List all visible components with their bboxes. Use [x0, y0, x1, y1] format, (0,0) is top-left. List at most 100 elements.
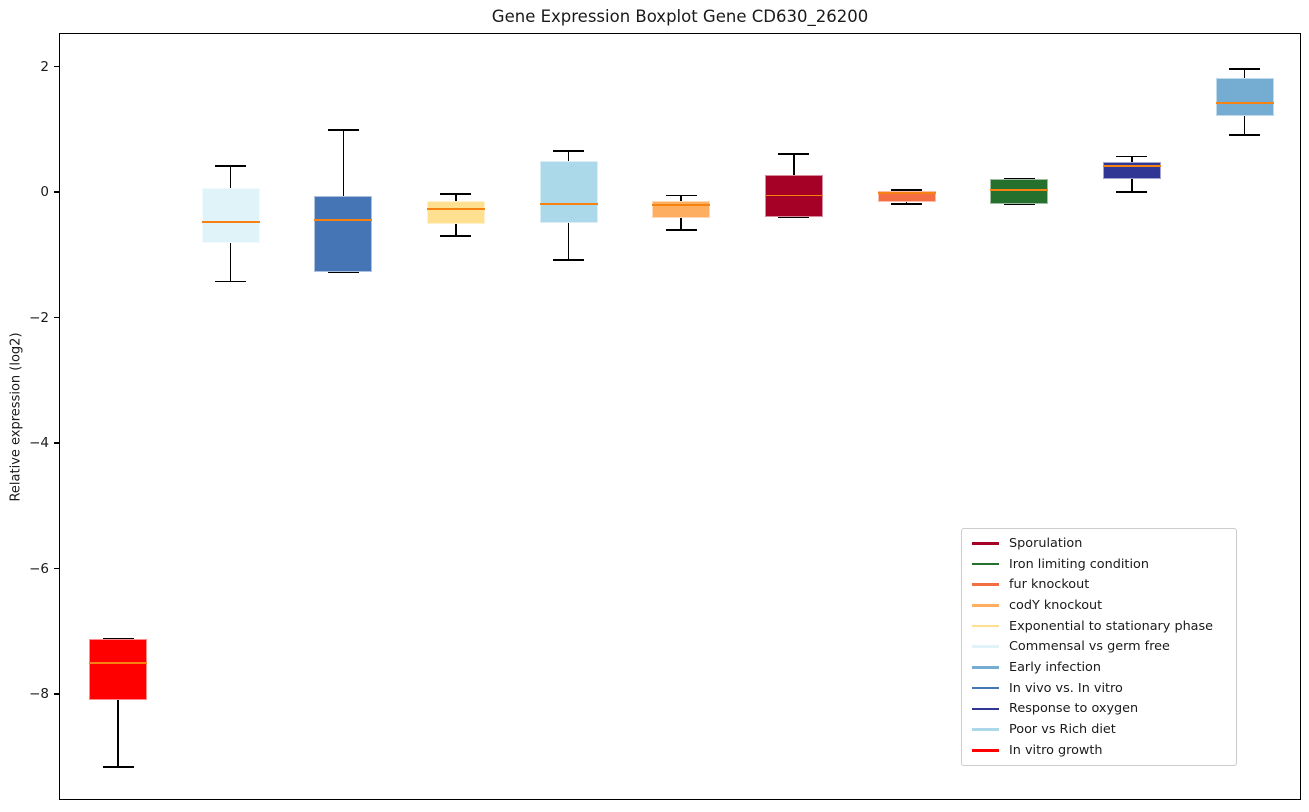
- legend-swatch: [972, 624, 999, 628]
- whisker-cap-top: [1229, 67, 1260, 70]
- whisker-cap-bottom: [1003, 203, 1035, 206]
- legend-item: In vivo vs. In vitro: [970, 678, 1228, 699]
- whisker-lower: [1243, 116, 1246, 136]
- whisker-upper: [455, 193, 457, 202]
- whisker-cap-top: [1116, 155, 1148, 158]
- legend-swatch: [972, 748, 999, 752]
- whisker-lower: [680, 218, 683, 231]
- legend-label: In vitro growth: [1009, 742, 1103, 758]
- whisker-lower: [567, 223, 570, 261]
- whisker-upper: [342, 130, 345, 196]
- whisker-upper: [793, 154, 795, 175]
- legend-swatch: [972, 728, 999, 731]
- legend-swatch: [972, 645, 999, 649]
- y-tick-mark: [54, 65, 59, 68]
- whisker-cap-top: [778, 153, 810, 155]
- boxplot-box: [877, 191, 936, 202]
- boxplot-box: [539, 160, 598, 224]
- whisker-lower: [905, 201, 908, 204]
- whisker-cap-bottom: [778, 216, 810, 218]
- whisker-upper: [229, 166, 232, 188]
- whisker-cap-top: [891, 189, 923, 191]
- whisker-upper: [680, 195, 683, 202]
- legend-item: Early infection: [970, 657, 1228, 678]
- whisker-cap-top: [440, 192, 472, 195]
- median-line: [652, 204, 711, 206]
- median-line: [877, 192, 936, 194]
- legend-swatch: [972, 686, 999, 690]
- legend-item: Poor vs Rich diet: [970, 719, 1228, 740]
- whisker-cap-bottom: [440, 235, 472, 238]
- boxplot-box: [201, 187, 260, 244]
- y-tick-mark: [54, 442, 59, 444]
- legend-item: Commensal vs germ free: [970, 636, 1228, 657]
- whisker-cap-bottom: [665, 229, 697, 231]
- median-line: [764, 194, 823, 197]
- legend-item: Exponential to stationary phase: [970, 616, 1228, 637]
- legend-item: Iron limiting condition: [970, 554, 1228, 575]
- legend-swatch: [972, 707, 999, 711]
- legend-swatch: [972, 542, 999, 545]
- whisker-cap-top: [215, 165, 247, 167]
- median-line: [426, 207, 485, 210]
- whisker-cap-top: [665, 194, 697, 197]
- legend: Sporulation Iron limiting condition fur kn…: [961, 528, 1237, 766]
- y-tick-mark: [54, 316, 59, 319]
- median-line: [990, 188, 1049, 191]
- boxplot-box: [89, 638, 147, 700]
- legend-swatch: [972, 604, 999, 607]
- whisker-lower: [1131, 179, 1133, 192]
- median-line: [539, 203, 598, 206]
- whisker-lower: [229, 243, 232, 282]
- y-tick-label: −2: [29, 309, 49, 326]
- whisker-cap-bottom: [215, 280, 247, 283]
- y-tick-mark: [54, 567, 59, 570]
- legend-swatch: [972, 666, 999, 669]
- y-tick-label: 2: [40, 58, 49, 75]
- legend-label: Sporulation: [1009, 535, 1083, 551]
- boxplot-box: [1215, 77, 1274, 117]
- legend-item: codY knockout: [970, 595, 1228, 616]
- boxplot-box: [426, 201, 485, 224]
- median-line: [89, 662, 147, 664]
- chart-title: Gene Expression Boxplot Gene CD630_26200: [491, 7, 869, 26]
- whisker-cap-bottom: [1116, 190, 1148, 193]
- legend-label: codY knockout: [1009, 597, 1103, 613]
- y-axis-label: Relative expression (log2): [8, 332, 24, 502]
- whisker-cap-bottom: [553, 259, 585, 262]
- median-line: [201, 220, 260, 223]
- whisker-upper: [567, 150, 570, 161]
- legend-item: Sporulation: [970, 533, 1228, 554]
- whisker-cap-top: [327, 129, 359, 132]
- y-tick-label: −4: [29, 435, 49, 451]
- legend-item: fur knockout: [970, 574, 1228, 595]
- legend-item: Response to oxygen: [970, 699, 1228, 720]
- legend-swatch: [972, 583, 999, 587]
- legend-label: Commensal vs germ free: [1009, 639, 1170, 655]
- legend-label: Exponential to stationary phase: [1009, 618, 1214, 634]
- legend-label: fur knockout: [1009, 577, 1090, 593]
- whisker-cap-bottom: [102, 766, 134, 769]
- legend-label: Iron limiting condition: [1009, 556, 1149, 572]
- median-line: [314, 219, 373, 221]
- whisker-upper: [1243, 68, 1246, 78]
- legend-swatch: [972, 562, 999, 566]
- whisker-upper: [1131, 156, 1133, 162]
- y-tick-label: 0: [40, 184, 49, 200]
- y-tick-mark: [54, 191, 59, 193]
- boxplot-box: [314, 195, 373, 273]
- y-tick-label: −8: [29, 686, 49, 702]
- legend-label: In vivo vs. In vitro: [1009, 680, 1123, 696]
- legend-label: Poor vs Rich diet: [1009, 722, 1116, 738]
- boxplot-box: [990, 178, 1049, 205]
- legend-label: Early infection: [1009, 659, 1101, 675]
- whisker-cap-top: [553, 150, 585, 152]
- whisker-lower: [455, 223, 457, 237]
- median-line: [1215, 101, 1274, 104]
- legend-label: Response to oxygen: [1009, 701, 1139, 717]
- legend-item: In vitro growth: [970, 740, 1228, 761]
- whisker-lower: [117, 700, 119, 768]
- y-tick-label: −6: [29, 560, 49, 577]
- whisker-cap-bottom: [891, 202, 923, 205]
